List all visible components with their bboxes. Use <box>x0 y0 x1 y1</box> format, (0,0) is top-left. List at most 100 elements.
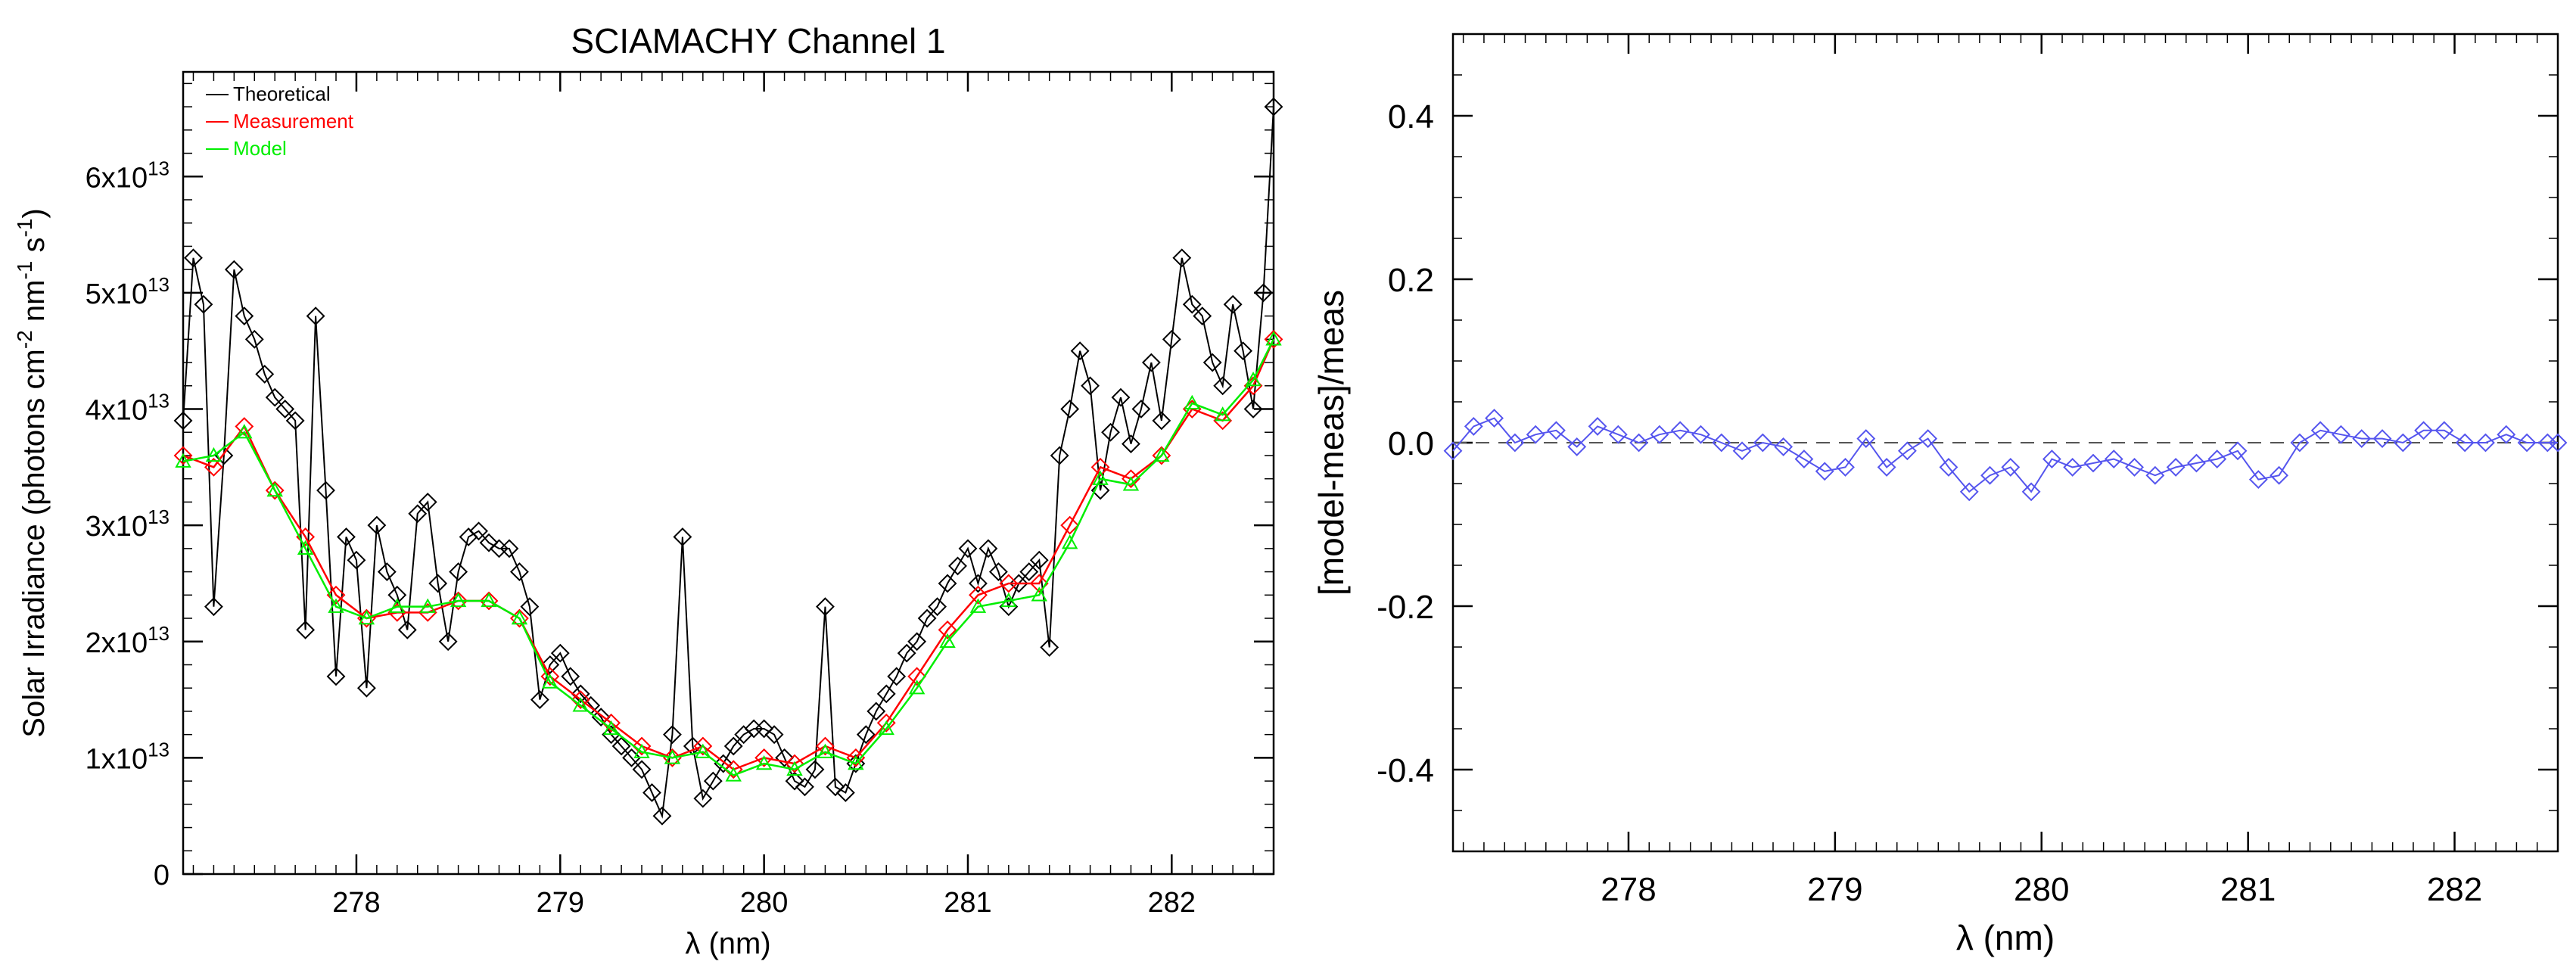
point-model <box>511 609 528 625</box>
point-model <box>328 598 344 613</box>
residual-point <box>1650 425 1669 444</box>
left-ytick-exp: 13 <box>148 622 170 645</box>
point-theoretical <box>499 539 519 558</box>
point-theoretical <box>1090 481 1110 500</box>
left-ytick-label: 0 <box>154 860 170 891</box>
point-theoretical <box>408 504 428 524</box>
point-theoretical <box>785 771 804 791</box>
point-theoretical <box>1193 306 1212 326</box>
point-theoretical <box>917 608 937 628</box>
residual-point <box>1877 457 1896 477</box>
point-theoretical <box>224 260 244 279</box>
legend-label-theoretical: Theoretical <box>233 82 331 105</box>
residual-point <box>1588 416 1607 436</box>
point-measurement <box>754 748 774 767</box>
residual-point <box>1918 429 1938 449</box>
residual-point <box>1670 421 1690 440</box>
point-theoretical <box>1172 248 1192 268</box>
residual-point <box>1959 482 1979 502</box>
residual-point <box>1547 421 1566 440</box>
point-theoretical <box>1029 550 1049 570</box>
residual-point <box>1897 441 1917 461</box>
point-model <box>572 697 589 712</box>
point-model <box>542 674 558 689</box>
point-theoretical <box>275 400 295 418</box>
point-theoretical <box>418 492 437 512</box>
point-measurement <box>540 667 560 686</box>
point-measurement <box>326 585 346 605</box>
point-model <box>1153 446 1170 462</box>
point-theoretical <box>1081 376 1100 396</box>
series-line-measurement <box>182 338 1275 771</box>
point-theoretical <box>928 597 947 617</box>
residual-point <box>2270 465 2289 485</box>
left-xtick-label: 280 <box>740 887 788 919</box>
residual-point <box>2021 482 2041 502</box>
point-measurement <box>907 667 927 686</box>
left-ytick-label: 2x1013 <box>86 622 170 659</box>
point-theoretical <box>988 562 1008 581</box>
left-legend: Theoretical Measurement Model <box>206 82 354 160</box>
residual-line <box>1452 417 2558 493</box>
point-theoretical <box>632 760 652 779</box>
point-theoretical <box>173 411 193 431</box>
residual-point <box>2434 421 2454 440</box>
legend-label-measurement: Measurement <box>233 110 354 132</box>
point-measurement <box>969 585 988 605</box>
point-theoretical <box>296 620 316 639</box>
residual-point <box>1815 462 1834 481</box>
point-theoretical <box>571 684 590 704</box>
point-theoretical <box>194 294 213 314</box>
point-theoretical <box>775 748 794 767</box>
right-series-group <box>1443 409 2568 502</box>
point-measurement <box>663 748 682 767</box>
point-theoretical <box>856 725 876 745</box>
point-model <box>755 754 773 770</box>
residual-point <box>1485 409 1504 428</box>
point-model <box>205 446 222 462</box>
point-theoretical <box>866 702 886 721</box>
series-line-theoretical <box>182 107 1274 819</box>
point-theoretical <box>673 527 692 546</box>
left-ytick-base: 6x10 <box>86 162 148 194</box>
point-theoretical <box>948 556 967 576</box>
right-x-axis: 278 279 280 281 282 <box>1462 34 2538 908</box>
point-theoretical <box>1141 353 1161 372</box>
point-theoretical <box>285 411 305 431</box>
point-theoretical <box>550 643 570 663</box>
point-theoretical <box>520 597 540 617</box>
point-theoretical <box>764 725 784 745</box>
residual-point <box>1712 433 1731 453</box>
point-measurement <box>235 417 254 436</box>
point-theoretical <box>479 533 499 552</box>
left-ytick-base: 3x10 <box>86 511 148 543</box>
point-model <box>664 749 681 764</box>
point-theoretical <box>714 754 733 773</box>
point-measurement <box>571 690 590 709</box>
left-ylabel-exp: -2 <box>13 330 36 349</box>
residual-point <box>2125 457 2144 477</box>
point-theoretical <box>642 783 661 802</box>
point-measurement <box>602 713 621 733</box>
left-ytick-base: 4x10 <box>86 395 148 427</box>
point-theoretical <box>337 527 356 546</box>
point-model <box>786 761 803 776</box>
point-measurement <box>479 591 499 611</box>
point-model <box>878 720 894 736</box>
point-model <box>1214 406 1231 422</box>
residual-point <box>2414 421 2434 440</box>
residual-point <box>1774 437 1794 456</box>
left-xtick-label: 279 <box>537 887 584 919</box>
residual-point <box>2248 470 2268 490</box>
residual-point <box>2310 421 2330 440</box>
point-theoretical <box>1040 638 1059 657</box>
left-ytick-exp: 13 <box>148 738 170 761</box>
point-measurement <box>693 736 713 756</box>
point-model <box>1122 476 1140 491</box>
point-theoretical <box>1254 283 1273 303</box>
point-theoretical <box>907 632 927 652</box>
left-ytick-exp: 13 <box>148 506 170 528</box>
point-theoretical <box>449 562 468 581</box>
point-model <box>969 598 987 613</box>
